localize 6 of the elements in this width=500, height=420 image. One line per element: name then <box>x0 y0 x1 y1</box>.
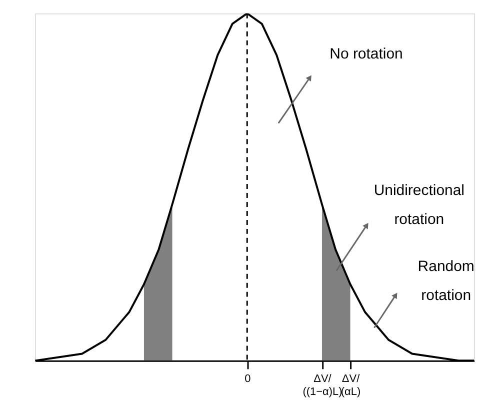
annotation: Unidirectional rotation <box>374 182 465 228</box>
x-tick-label: 0 <box>244 373 251 386</box>
x-tick-label: ΔV/((1−α)L) <box>302 373 342 398</box>
x-tick-label: ΔV/(αL) <box>340 373 361 398</box>
annotation: Random rotation <box>418 258 474 304</box>
annotation: No rotation <box>330 45 403 62</box>
